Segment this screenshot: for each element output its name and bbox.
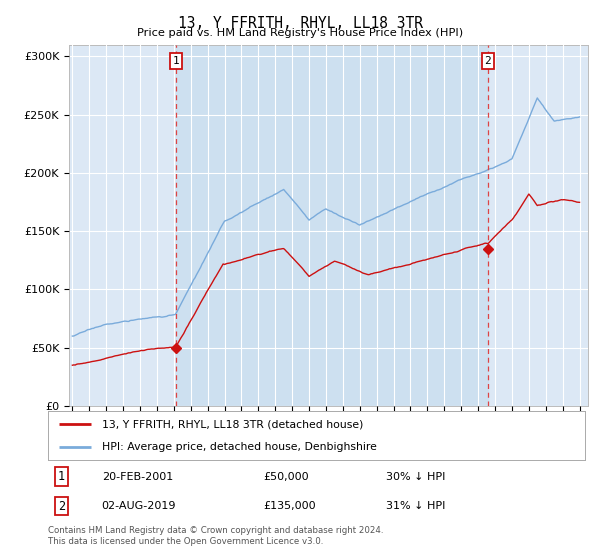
Text: £135,000: £135,000 xyxy=(263,501,316,511)
Text: Contains HM Land Registry data © Crown copyright and database right 2024.
This d: Contains HM Land Registry data © Crown c… xyxy=(48,526,383,546)
Text: 30% ↓ HPI: 30% ↓ HPI xyxy=(386,472,446,482)
Text: 13, Y FFRITH, RHYL, LL18 3TR (detached house): 13, Y FFRITH, RHYL, LL18 3TR (detached h… xyxy=(102,419,363,430)
Text: 20-FEB-2001: 20-FEB-2001 xyxy=(102,472,173,482)
Text: 1: 1 xyxy=(173,56,179,66)
Text: 13, Y FFRITH, RHYL, LL18 3TR: 13, Y FFRITH, RHYL, LL18 3TR xyxy=(178,16,422,31)
Text: HPI: Average price, detached house, Denbighshire: HPI: Average price, detached house, Denb… xyxy=(102,442,377,452)
Bar xyxy=(176,45,488,406)
Text: 31% ↓ HPI: 31% ↓ HPI xyxy=(386,501,446,511)
Text: 2: 2 xyxy=(485,56,491,66)
Text: 02-AUG-2019: 02-AUG-2019 xyxy=(102,501,176,511)
Text: 1: 1 xyxy=(58,470,65,483)
Text: 2: 2 xyxy=(58,500,65,512)
Text: £50,000: £50,000 xyxy=(263,472,308,482)
Text: Price paid vs. HM Land Registry's House Price Index (HPI): Price paid vs. HM Land Registry's House … xyxy=(137,28,463,38)
